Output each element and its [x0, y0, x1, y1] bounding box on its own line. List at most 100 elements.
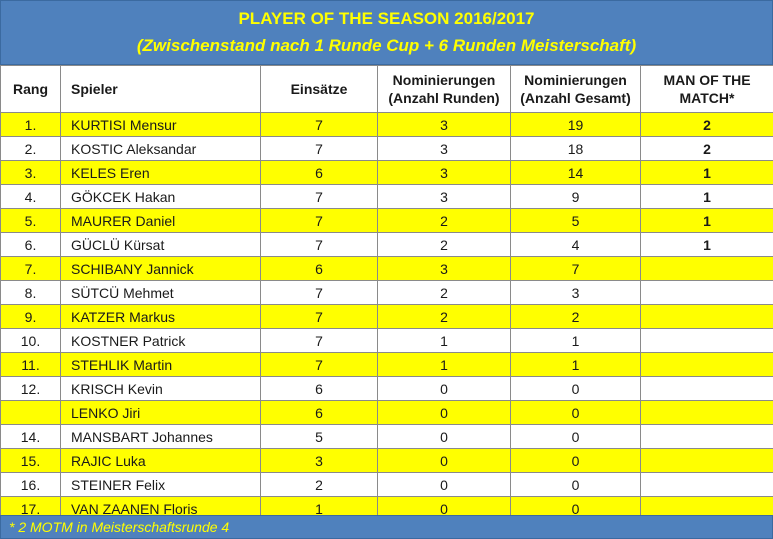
- nominierungen-gesamt-cell: 3: [510, 280, 641, 305]
- table-row: 4. GÖKCEK Hakan 7 3 9 1: [0, 184, 773, 209]
- column-header-line: Nominierungen: [524, 72, 627, 88]
- einsaetze-cell: 6: [260, 376, 378, 401]
- einsaetze-cell: 7: [260, 232, 378, 257]
- rang-cell: 16.: [0, 472, 61, 497]
- column-header-spieler: Spieler: [60, 65, 261, 113]
- motm-cell: [640, 304, 773, 329]
- column-header-line: MATCH*: [679, 90, 735, 106]
- motm-cell: [640, 352, 773, 377]
- rang-cell: 1.: [0, 112, 61, 137]
- einsaetze-cell: 7: [260, 112, 378, 137]
- player-name-cell: KELES Eren: [60, 160, 261, 185]
- table-row: 16. STEINER Felix 2 0 0: [0, 472, 773, 497]
- ranking-table: Rang Spieler Einsätze Nominierungen (Anz…: [0, 65, 773, 521]
- einsaetze-cell: 7: [260, 352, 378, 377]
- table-row: LENKO Jiri 6 0 0: [0, 400, 773, 425]
- nominierungen-runden-cell: 3: [377, 136, 511, 161]
- nominierungen-gesamt-cell: 0: [510, 448, 641, 473]
- motm-cell: [640, 448, 773, 473]
- nominierungen-gesamt-cell: 1: [510, 352, 641, 377]
- column-header-rang: Rang: [0, 65, 61, 113]
- table-row: 1. KURTISI Mensur 7 3 19 2: [0, 112, 773, 137]
- rang-cell: 8.: [0, 280, 61, 305]
- nominierungen-runden-cell: 3: [377, 112, 511, 137]
- rang-cell: 12.: [0, 376, 61, 401]
- player-name-cell: KOSTNER Patrick: [60, 328, 261, 353]
- player-name-cell: KOSTIC Aleksandar: [60, 136, 261, 161]
- motm-cell: 2: [640, 136, 773, 161]
- motm-cell: [640, 328, 773, 353]
- einsaetze-cell: 7: [260, 184, 378, 209]
- footnote: * 2 MOTM in Meisterschaftsrunde 4: [0, 515, 773, 539]
- motm-cell: [640, 424, 773, 449]
- page-title: PLAYER OF THE SEASON 2016/2017: [238, 9, 535, 28]
- player-name-cell: MANSBART Johannes: [60, 424, 261, 449]
- table-header-row: Rang Spieler Einsätze Nominierungen (Anz…: [0, 65, 773, 113]
- motm-cell: [640, 472, 773, 497]
- nominierungen-runden-cell: 3: [377, 184, 511, 209]
- nominierungen-gesamt-cell: 7: [510, 256, 641, 281]
- table-row: 15. RAJIC Luka 3 0 0: [0, 448, 773, 473]
- player-name-cell: KATZER Markus: [60, 304, 261, 329]
- table-row: 5. MAURER Daniel 7 2 5 1: [0, 208, 773, 233]
- rang-cell: 6.: [0, 232, 61, 257]
- nominierungen-gesamt-cell: 5: [510, 208, 641, 233]
- nominierungen-runden-cell: 2: [377, 232, 511, 257]
- column-header-line: MAN OF THE: [663, 72, 751, 88]
- nominierungen-runden-cell: 0: [377, 472, 511, 497]
- column-header-line: Nominierungen: [392, 72, 496, 88]
- einsaetze-cell: 6: [260, 400, 378, 425]
- player-name-cell: KURTISI Mensur: [60, 112, 261, 137]
- nominierungen-runden-cell: 1: [377, 328, 511, 353]
- motm-cell: 1: [640, 208, 773, 233]
- nominierungen-runden-cell: 2: [377, 280, 511, 305]
- einsaetze-cell: 6: [260, 256, 378, 281]
- player-name-cell: STEHLIK Martin: [60, 352, 261, 377]
- table-row: 6. GÜCLÜ Kürsat 7 2 4 1: [0, 232, 773, 257]
- motm-cell: [640, 256, 773, 281]
- einsaetze-cell: 5: [260, 424, 378, 449]
- nominierungen-gesamt-cell: 9: [510, 184, 641, 209]
- table-row: 7. SCHIBANY Jannick 6 3 7: [0, 256, 773, 281]
- player-name-cell: SCHIBANY Jannick: [60, 256, 261, 281]
- nominierungen-gesamt-cell: 18: [510, 136, 641, 161]
- rang-cell: 9.: [0, 304, 61, 329]
- nominierungen-gesamt-cell: 0: [510, 376, 641, 401]
- rang-cell: 11.: [0, 352, 61, 377]
- nominierungen-runden-cell: 0: [377, 424, 511, 449]
- table-row: 14. MANSBART Johannes 5 0 0: [0, 424, 773, 449]
- nominierungen-runden-cell: 1: [377, 352, 511, 377]
- motm-cell: 1: [640, 232, 773, 257]
- nominierungen-runden-cell: 0: [377, 448, 511, 473]
- column-header-nominierungen-gesamt: Nominierungen (Anzahl Gesamt): [510, 65, 641, 113]
- nominierungen-runden-cell: 0: [377, 376, 511, 401]
- table-row: 12. KRISCH Kevin 6 0 0: [0, 376, 773, 401]
- einsaetze-cell: 7: [260, 136, 378, 161]
- player-name-cell: RAJIC Luka: [60, 448, 261, 473]
- rang-cell: 14.: [0, 424, 61, 449]
- column-header-nominierungen-runden: Nominierungen (Anzahl Runden): [377, 65, 511, 113]
- einsaetze-cell: 2: [260, 472, 378, 497]
- table-row: 10. KOSTNER Patrick 7 1 1: [0, 328, 773, 353]
- einsaetze-cell: 6: [260, 160, 378, 185]
- motm-cell: 1: [640, 184, 773, 209]
- nominierungen-runden-cell: 3: [377, 160, 511, 185]
- nominierungen-gesamt-cell: 4: [510, 232, 641, 257]
- nominierungen-gesamt-cell: 19: [510, 112, 641, 137]
- rang-cell: [0, 400, 61, 425]
- nominierungen-runden-cell: 0: [377, 400, 511, 425]
- nominierungen-gesamt-cell: 14: [510, 160, 641, 185]
- rang-cell: 2.: [0, 136, 61, 161]
- table-row: 9. KATZER Markus 7 2 2: [0, 304, 773, 329]
- einsaetze-cell: 7: [260, 328, 378, 353]
- motm-cell: [640, 400, 773, 425]
- nominierungen-gesamt-cell: 1: [510, 328, 641, 353]
- nominierungen-gesamt-cell: 0: [510, 400, 641, 425]
- header-banner: PLAYER OF THE SEASON 2016/2017 (Zwischen…: [0, 0, 773, 65]
- nominierungen-gesamt-cell: 2: [510, 304, 641, 329]
- player-name-cell: GÜCLÜ Kürsat: [60, 232, 261, 257]
- rang-cell: 10.: [0, 328, 61, 353]
- motm-cell: [640, 376, 773, 401]
- column-header-line: (Anzahl Gesamt): [520, 90, 631, 106]
- player-name-cell: KRISCH Kevin: [60, 376, 261, 401]
